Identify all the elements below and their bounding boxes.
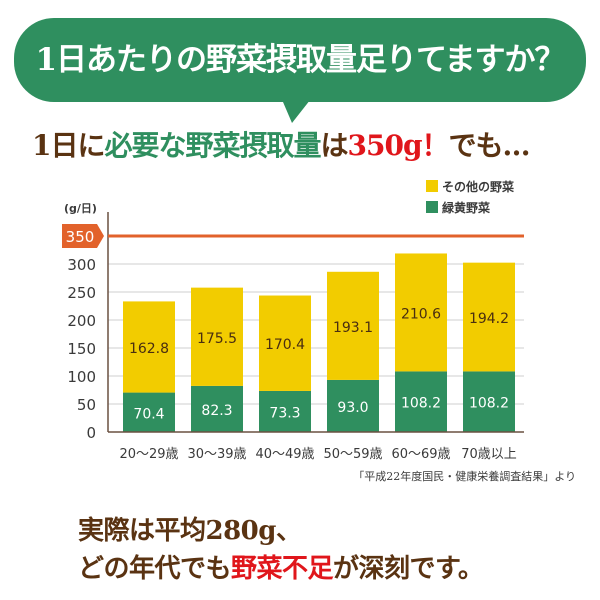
x-tick-label: 60〜69歳 [391,447,450,462]
source-note: 「平成22年度国民・健康栄養調査結果」より [353,469,576,483]
y-tick-label: 50 [77,396,96,414]
bar-other-vegetables [191,287,243,386]
x-tick-label: 30〜39歳 [187,447,246,462]
y-tick-label: 300 [67,256,96,274]
conclusion-line-1: 実際は平均280g、 [78,516,302,546]
target-label-tag [62,224,104,248]
data-label-other: 210.6 [401,306,441,322]
bar-other-vegetables [123,301,175,393]
bar-other-vegetables [259,295,311,391]
y-tick-label: 200 [67,312,96,330]
y-tick-label: 250 [67,284,96,302]
bar-green-yellow-vegetables [123,392,175,432]
conclusion-text: が深刻です。 [333,554,484,584]
subtitle-amount: 350g！ [347,129,450,162]
bar-green-yellow-vegetables [259,390,311,432]
data-label-green: 70.4 [133,406,164,422]
speech-bubble-tail [280,95,314,123]
x-tick-label: 70歳以上 [461,447,517,462]
bar-other-vegetables [463,262,515,372]
subtitle-text: は [320,129,349,162]
y-tick-label: 0 [86,424,96,442]
legend-swatch-other [426,180,438,192]
conclusion-line-2: どの年代でも野菜不足が深刻です。 [78,548,484,585]
data-label-green: 108.2 [401,396,441,412]
legend-swatch-green [426,201,438,213]
subtitle-text: 1日に [32,129,105,162]
subtitle-highlight: 必要な野菜摂取量 [104,129,321,162]
bar-green-yellow-vegetables [463,371,515,432]
y-tick-label: 100 [67,368,96,386]
target-label: 350 [66,228,95,246]
bar-other-vegetables [395,253,447,372]
data-label-green: 108.2 [469,396,509,412]
data-label-green: 73.3 [269,405,300,421]
bar-green-yellow-vegetables [191,385,243,432]
bar-green-yellow-vegetables [327,379,379,432]
data-label-other: 170.4 [265,337,305,353]
bar-other-vegetables [327,271,379,380]
subtitle: 1日に必要な野菜摂取量は350g！でも… [32,124,531,164]
speech-bubble [14,18,586,102]
data-label-other: 193.1 [333,320,373,336]
conclusion-highlight: 野菜不足 [231,554,334,584]
data-label-other: 162.8 [129,341,169,357]
legend-label-green: 緑黄野菜 [442,200,490,215]
subtitle-text: でも… [448,129,531,162]
bar-green-yellow-vegetables [395,371,447,432]
data-label-green: 93.0 [337,400,368,416]
x-tick-label: 50〜59歳 [323,447,382,462]
y-tick-label: 150 [67,340,96,358]
x-tick-label: 40〜49歳 [255,447,314,462]
data-label-green: 82.3 [201,403,232,419]
data-label-other: 194.2 [469,311,509,327]
x-tick-label: 20〜29歳 [119,447,178,462]
conclusion-text: どの年代でも [78,554,232,584]
y-axis-unit: (g/日) [64,202,97,215]
legend-label-other: その他の野菜 [442,179,514,194]
data-label-other: 175.5 [197,331,237,347]
headline: 1日あたりの野菜摂取量足りてますか？ [35,42,565,78]
